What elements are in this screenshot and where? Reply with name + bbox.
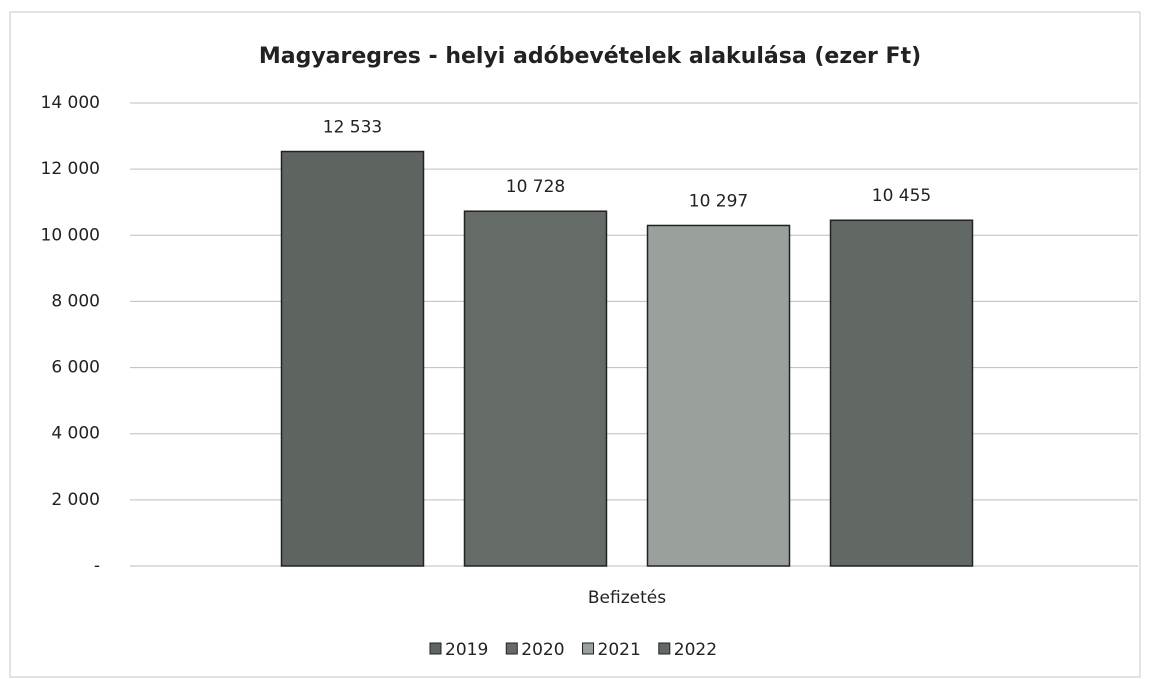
legend-swatch [658, 642, 671, 655]
y-tick-label: 8 000 [51, 291, 100, 311]
bar [280, 150, 425, 567]
legend-label: 2020 [521, 640, 564, 660]
y-tick-label: 14 000 [41, 93, 100, 113]
legend-swatch [505, 642, 518, 655]
bar [646, 224, 791, 567]
legend-swatch [582, 642, 595, 655]
chart-title: Magyaregres - helyi adóbevételek alakulá… [259, 44, 921, 69]
data-label: 10 455 [872, 186, 931, 206]
y-tick-label: 4 000 [51, 424, 100, 444]
legend-label: 2021 [598, 640, 641, 660]
legend-label: 2022 [674, 640, 717, 660]
legend-label: 2019 [445, 640, 488, 660]
y-tick-label: 6 000 [51, 358, 100, 378]
y-tick-label: - [94, 556, 100, 576]
y-tick-label: 10 000 [41, 225, 100, 245]
bar [463, 210, 608, 567]
data-label: 10 728 [506, 177, 565, 197]
y-tick-label: 12 000 [41, 159, 100, 179]
x-axis-label: Befizetés [588, 588, 666, 608]
bar [829, 219, 974, 567]
legend-swatch [429, 642, 442, 655]
y-tick-label: 2 000 [51, 490, 100, 510]
data-label: 12 533 [323, 118, 382, 138]
data-label: 10 297 [689, 191, 748, 211]
